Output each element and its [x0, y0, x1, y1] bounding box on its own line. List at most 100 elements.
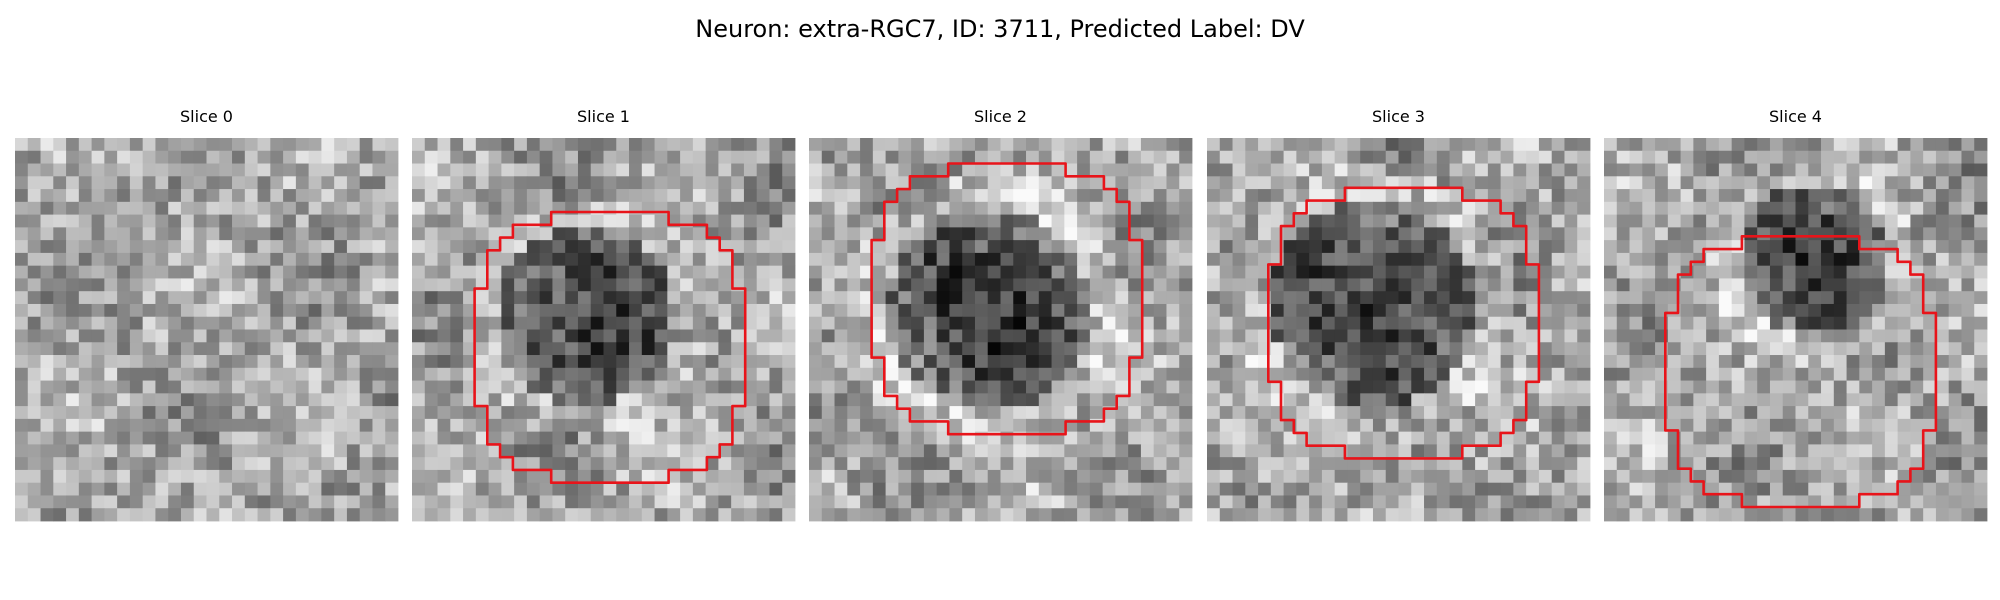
- pixel: [898, 380, 912, 394]
- pixel: [206, 444, 220, 458]
- pixel: [1795, 265, 1809, 279]
- pixel: [1013, 342, 1027, 356]
- pixel: [117, 457, 131, 471]
- pixel: [283, 265, 297, 279]
- pixel: [847, 482, 861, 496]
- pixel: [692, 291, 707, 305]
- pixel: [437, 240, 451, 254]
- pixel: [501, 189, 515, 203]
- pixel: [308, 316, 322, 330]
- pixel: [936, 189, 950, 203]
- pixel: [641, 342, 655, 356]
- pixel: [219, 406, 233, 420]
- pixel: [718, 406, 732, 420]
- pixel: [1309, 265, 1323, 279]
- pixel: [1347, 457, 1361, 471]
- pixel: [860, 342, 874, 356]
- pixel: [1077, 431, 1091, 445]
- pixel: [1436, 431, 1450, 445]
- pixel: [1398, 508, 1412, 522]
- pixel: [1948, 163, 1962, 177]
- pixel: [463, 418, 477, 433]
- pixel: [1500, 189, 1514, 203]
- pixel: [590, 355, 604, 369]
- pixel: [437, 457, 451, 471]
- pixel: [1769, 418, 1784, 433]
- pixel: [616, 495, 630, 509]
- pixel: [1513, 444, 1527, 458]
- pixel: [372, 303, 386, 318]
- pixel: [743, 431, 758, 445]
- pixel: [1846, 316, 1860, 330]
- pixel: [1411, 303, 1425, 318]
- pixel: [1296, 138, 1310, 152]
- pixel: [1219, 227, 1233, 241]
- pixel: [1102, 291, 1116, 305]
- pixel: [1859, 227, 1873, 241]
- pixel: [1974, 367, 1988, 381]
- pixel: [501, 316, 515, 330]
- pixel: [949, 138, 963, 152]
- pixel: [667, 138, 681, 152]
- pixel: [308, 342, 322, 356]
- pixel: [475, 482, 489, 496]
- pixel: [1449, 367, 1463, 381]
- pixel: [1846, 418, 1860, 433]
- pixel: [590, 393, 604, 407]
- pixel: [346, 393, 361, 407]
- pixel: [1604, 431, 1618, 445]
- pixel: [1808, 482, 1822, 496]
- pixel: [1642, 163, 1656, 177]
- pixel: [974, 508, 989, 522]
- pixel: [1128, 329, 1142, 343]
- pixel: [705, 355, 719, 369]
- pixel: [155, 227, 169, 241]
- pixel: [692, 469, 707, 484]
- pixel: [155, 201, 169, 215]
- pixel: [1744, 176, 1758, 190]
- pixel: [1655, 457, 1669, 471]
- pixel: [1398, 150, 1412, 164]
- pixel: [1424, 342, 1438, 356]
- pixel: [180, 482, 195, 496]
- pixel: [78, 227, 92, 241]
- pixel: [1718, 240, 1733, 254]
- pixel: [1642, 495, 1656, 509]
- roi-contour: [1267, 186, 1541, 460]
- pixel: [898, 163, 912, 177]
- pixel: [1526, 138, 1540, 152]
- pixel: [705, 150, 719, 164]
- pixel: [885, 252, 899, 267]
- pixel: [1207, 431, 1221, 445]
- pixel: [1616, 393, 1630, 407]
- pixel: [1398, 240, 1412, 254]
- pixel: [539, 457, 553, 471]
- pixel: [244, 214, 258, 228]
- pixel: [450, 393, 464, 407]
- pixel: [1026, 508, 1040, 522]
- pixel: [974, 418, 989, 433]
- pixel: [821, 342, 835, 356]
- pixel: [1089, 342, 1104, 356]
- pixel: [1693, 201, 1707, 215]
- pixel: [1115, 214, 1129, 228]
- pixel: [974, 367, 989, 381]
- pixel: [129, 189, 144, 203]
- pixel: [1128, 431, 1142, 445]
- pixel: [1424, 163, 1438, 177]
- pixel: [590, 367, 604, 381]
- pixel: [155, 457, 169, 471]
- pixel: [1629, 278, 1643, 292]
- pixel: [1128, 278, 1142, 292]
- pixel: [552, 278, 566, 292]
- pixel: [667, 342, 681, 356]
- pixel: [1166, 418, 1180, 433]
- pixel: [308, 227, 322, 241]
- pixel: [1166, 214, 1180, 228]
- pixel: [1462, 393, 1476, 407]
- pixel: [1706, 329, 1720, 343]
- pixel: [1026, 367, 1040, 381]
- pixel: [372, 367, 386, 381]
- pixel: [1398, 380, 1412, 394]
- pixel: [1026, 444, 1040, 458]
